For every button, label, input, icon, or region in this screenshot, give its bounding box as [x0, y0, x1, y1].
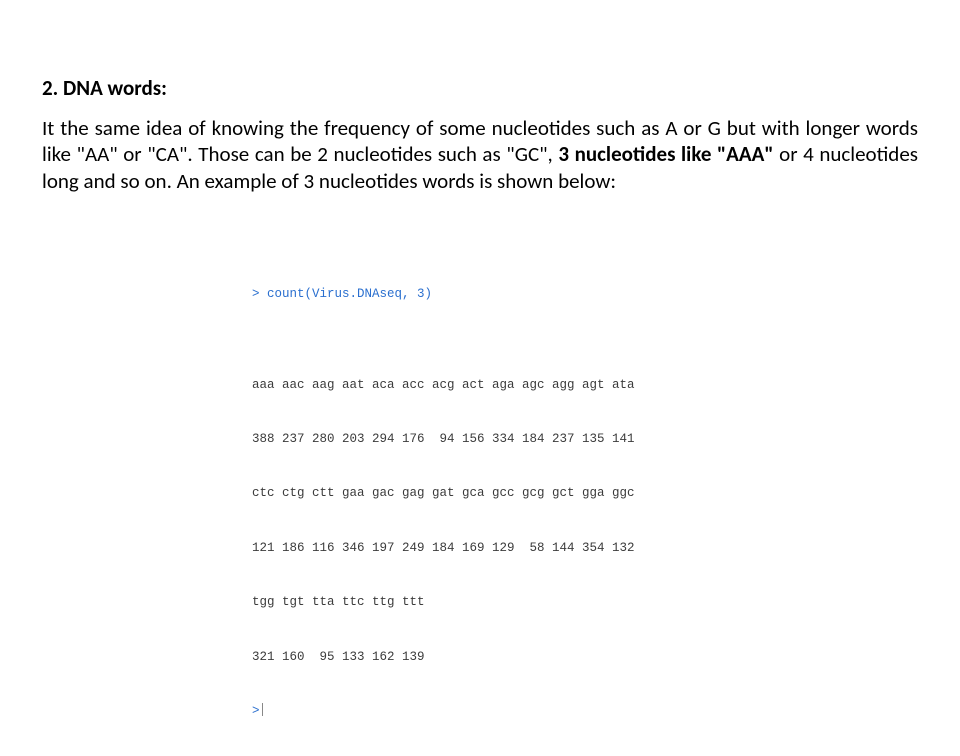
trinucleotide-row2-labels: ctc ctg ctt gaa gac gag gat gca gcc gcg … [252, 484, 918, 502]
cursor-icon [262, 703, 263, 716]
paragraph-bold: 3 nucleotides like "AAA" [558, 141, 773, 167]
body-paragraph: It the same idea of knowing the frequenc… [42, 115, 918, 194]
trinucleotide-row2-values: 121 186 116 346 197 249 184 169 129 58 1… [252, 539, 918, 557]
trinucleotide-row3-labels: tgg tgt tta ttc ttg ttt [252, 593, 918, 611]
r-command: count(Virus.DNAseq, 3) [267, 287, 432, 301]
trinucleotide-row1-values: 388 237 280 203 294 176 94 156 334 184 2… [252, 430, 918, 448]
section-heading: 2. DNA words: [42, 75, 918, 101]
trinucleotide-row1-labels: aaa aac aag aat aca acc acg act aga agc … [252, 376, 918, 394]
trinucleotide-row3-values: 321 160 95 133 162 139 [252, 648, 918, 666]
r-prompt-icon: > [252, 704, 260, 718]
r-prompt-icon: > [252, 287, 260, 301]
document-page: 2. DNA words: It the same idea of knowin… [0, 0, 960, 540]
r-console-output: > count(Virus.DNAseq, 3) aaa aac aag aat… [252, 249, 918, 756]
